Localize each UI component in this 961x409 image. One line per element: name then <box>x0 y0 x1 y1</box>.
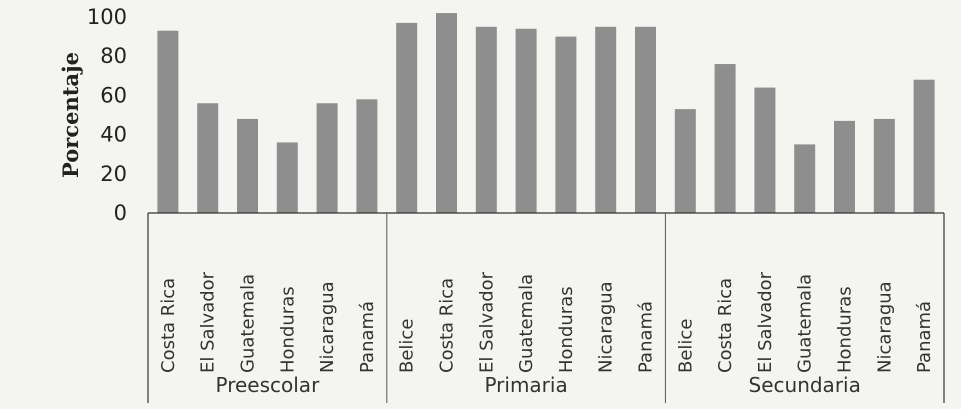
bar <box>873 118 895 213</box>
bar <box>237 118 258 213</box>
bar <box>714 64 736 213</box>
bar <box>674 109 696 213</box>
category-label: El Salvador <box>198 271 219 373</box>
bar <box>197 103 219 213</box>
bar <box>515 28 537 214</box>
category-frame <box>147 212 945 403</box>
y-tick-label: 60 <box>100 83 127 107</box>
category-label: Honduras <box>835 286 856 373</box>
category-label: Belice <box>397 319 418 373</box>
group-label: Primaria <box>484 373 567 397</box>
y-tick-label: 20 <box>100 162 127 186</box>
bar <box>276 142 298 213</box>
bar <box>157 30 179 213</box>
category-label: Nicaragua <box>317 281 338 373</box>
y-axis-label: Porcentaje <box>58 52 83 178</box>
group-label: Secundaria <box>749 373 861 397</box>
bar <box>475 26 497 213</box>
bar <box>635 26 656 213</box>
category-label: Nicaragua <box>596 281 617 373</box>
category-label: Panamá <box>357 301 378 373</box>
category-labels: Costa Rica El Salvador Guatemala Honduras Ni… <box>158 271 935 373</box>
bar <box>555 36 577 213</box>
bar <box>356 99 378 213</box>
bar <box>396 22 418 213</box>
category-label: Costa Rica <box>437 278 458 373</box>
category-label: Guatemala <box>516 274 537 373</box>
category-label: Honduras <box>556 286 577 373</box>
bar <box>316 103 338 213</box>
category-label: Costa Rica <box>158 278 179 373</box>
bar <box>913 79 935 213</box>
category-label: Costa Rica <box>715 278 736 373</box>
category-label: El Salvador <box>476 271 497 373</box>
y-tick-label: 80 <box>100 44 127 68</box>
bar <box>595 26 617 213</box>
bar <box>436 13 457 213</box>
category-label: El Salvador <box>755 271 776 373</box>
category-label: Belice <box>675 319 696 373</box>
category-label: Panamá <box>914 301 935 373</box>
y-tick-label: 40 <box>100 123 127 147</box>
group-labels: Preescolar Primaria Secundaria <box>216 373 861 397</box>
bar <box>794 144 816 213</box>
category-label: Nicaragua <box>874 281 895 373</box>
category-label: Guatemala <box>238 274 259 373</box>
category-label: Panamá <box>636 301 657 373</box>
y-tick-label: 100 <box>87 5 127 29</box>
y-axis-ticks: 0 20 40 60 80 100 <box>87 5 127 225</box>
bar <box>834 120 855 213</box>
category-label: Guatemala <box>795 274 816 373</box>
y-tick-label: 0 <box>114 201 127 225</box>
category-label: Honduras <box>277 286 298 373</box>
group-label: Preescolar <box>216 373 321 397</box>
bars <box>157 13 935 214</box>
bar <box>754 87 776 213</box>
